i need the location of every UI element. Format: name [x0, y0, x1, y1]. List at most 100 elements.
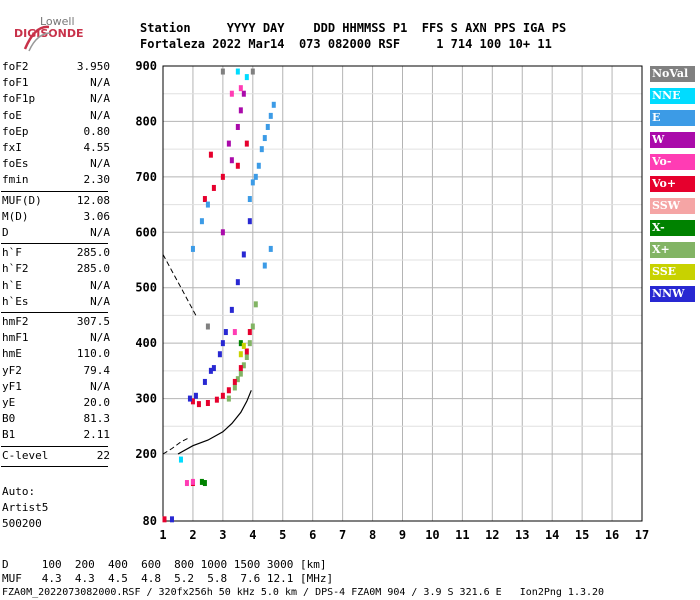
data-point	[232, 329, 237, 336]
data-point	[229, 90, 234, 97]
x-tick-label: 16	[605, 528, 619, 542]
x-tick-label: 15	[575, 528, 589, 542]
param-value: 2.30	[83, 173, 111, 187]
param-name: yE	[2, 396, 16, 409]
x-tick-label: 11	[455, 528, 469, 542]
y-tick-label: 400	[135, 336, 157, 350]
plot-frame	[162, 65, 643, 522]
param-row: yF2 79.4	[2, 364, 110, 378]
x-tick-label: 17	[635, 528, 649, 542]
profile-trace-dashed-lower	[162, 436, 191, 455]
param-value: 0.80	[83, 124, 111, 138]
data-point	[205, 201, 210, 208]
param-name: hmF1	[2, 331, 29, 345]
param-name: h`E	[2, 278, 22, 292]
param-value: 22	[96, 448, 110, 462]
data-point	[223, 329, 228, 336]
data-point	[193, 392, 198, 399]
param-value: 79.4	[83, 363, 111, 377]
param-name: fmin	[2, 173, 29, 187]
param-name: MUF(D)	[2, 193, 42, 207]
param-value: N/A	[90, 76, 110, 90]
data-point	[256, 162, 261, 169]
data-point	[211, 365, 216, 372]
data-point	[241, 90, 246, 97]
data-point	[238, 85, 243, 92]
data-point	[247, 329, 252, 336]
data-point	[229, 306, 234, 313]
data-point	[253, 173, 258, 180]
x-tick-label: 7	[339, 528, 346, 542]
param-value: N/A	[90, 92, 110, 106]
param-value: N/A	[90, 331, 110, 345]
data-point	[178, 456, 183, 463]
data-point	[235, 123, 240, 130]
param-value: N/A	[90, 157, 110, 171]
data-point	[238, 370, 243, 377]
param-value: 12.08	[76, 193, 110, 207]
param-separator	[1, 243, 108, 245]
data-point	[238, 340, 243, 347]
data-point	[211, 184, 216, 191]
param-value: 2.11	[83, 428, 111, 442]
data-point	[235, 279, 240, 286]
param-name: fxI	[2, 141, 22, 154]
data-point	[265, 123, 270, 130]
param-value: 20.0	[83, 396, 111, 409]
legend-item: SSW	[650, 198, 695, 214]
data-point	[220, 68, 225, 75]
data-point	[247, 196, 252, 203]
legend-item: NNE	[650, 88, 695, 104]
data-point	[226, 387, 231, 394]
x-tick-label: 8	[369, 528, 376, 542]
param-value: N/A	[90, 379, 110, 393]
data-point	[232, 378, 237, 385]
param-name: yF2	[2, 363, 22, 377]
data-point	[226, 395, 231, 402]
param-value: N/A	[90, 278, 110, 292]
data-point	[202, 480, 207, 487]
param-name: foE	[2, 108, 22, 122]
data-point	[217, 351, 222, 358]
x-tick-label: 4	[249, 528, 256, 542]
param-name: yF1	[2, 379, 22, 393]
data-point	[241, 251, 246, 258]
x-tick-label: 14	[545, 528, 559, 542]
param-name: foF1	[2, 76, 29, 90]
x-tick-label: 1	[159, 528, 166, 542]
legend-item: Vo-	[650, 154, 695, 170]
param-value: N/A	[90, 108, 110, 122]
legend-item: X+	[650, 242, 695, 258]
data-point	[226, 140, 231, 147]
data-point	[208, 367, 213, 374]
param-separator	[1, 312, 108, 313]
param-row: h`Es N/A	[2, 295, 110, 309]
data-point	[235, 376, 240, 383]
data-point	[238, 107, 243, 114]
param-name: h`Es	[2, 294, 29, 308]
data-point	[205, 323, 210, 330]
y-tick-label: 200	[135, 447, 157, 461]
profile-trace-solid	[177, 390, 252, 455]
param-value: 3.950	[76, 60, 110, 73]
data-point	[250, 179, 255, 186]
param-row: foF1p N/A	[2, 92, 110, 106]
data-point	[244, 74, 249, 81]
legend-item: X-	[650, 220, 695, 236]
param-name: foEs	[2, 157, 29, 171]
x-tick-label: 3	[219, 528, 226, 542]
param-name: foEp	[2, 124, 29, 138]
param-row: hmF2 307.5	[2, 315, 110, 329]
x-tick-label: 9	[399, 528, 406, 542]
y-tick-label: 800	[135, 114, 157, 128]
legend-item: SSE	[650, 264, 695, 280]
param-name: C-level	[2, 448, 49, 462]
data-point	[271, 101, 276, 108]
data-point	[244, 354, 249, 360]
x-tick-label: 5	[279, 528, 286, 542]
param-row: foEp 0.80	[2, 125, 110, 139]
data-point	[190, 478, 195, 485]
x-tick-label: 6	[309, 528, 316, 542]
param-row: foF1 N/A	[2, 76, 110, 90]
